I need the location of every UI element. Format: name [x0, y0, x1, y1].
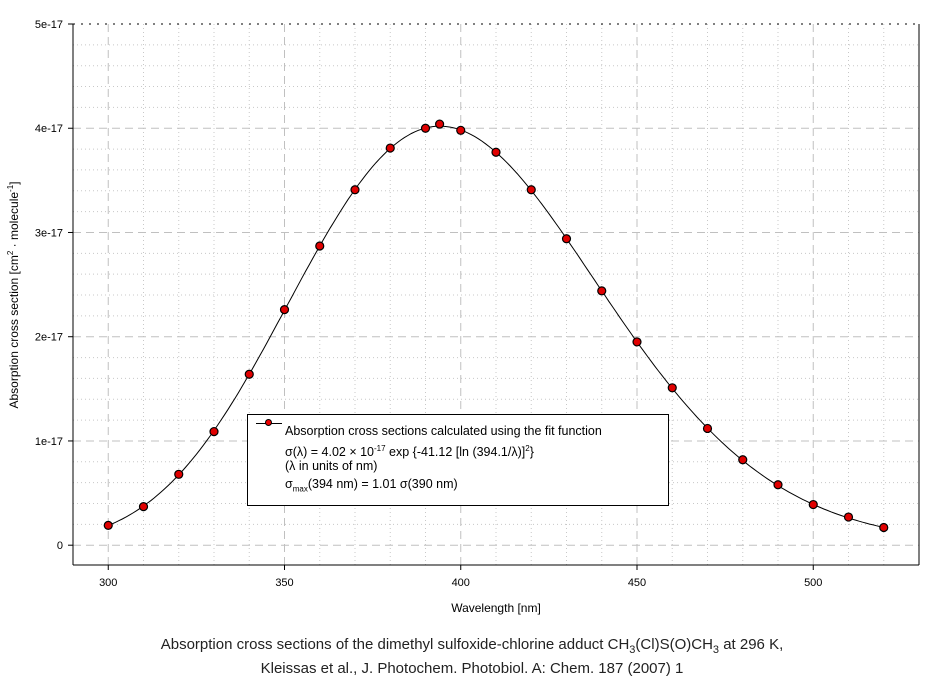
caption-line-1: Absorption cross sections of the dimethy…	[160, 636, 784, 656]
data-point	[315, 241, 325, 251]
data-point	[561, 234, 572, 244]
x-tick-label: 500	[804, 577, 822, 589]
legend-max-note: σmax(394 nm) = 1.01 σ(390 nm)	[285, 477, 458, 494]
data-point	[702, 423, 713, 434]
x-tick-label: 300	[99, 577, 117, 589]
legend-marker-icon	[256, 419, 282, 426]
y-axis-label: Absorption cross section [cm2 · molecule…	[6, 181, 21, 408]
legend-formula: σ(λ) = 4.02 × 10-17 exp {-41.12 [ln (394…	[285, 444, 534, 460]
data-point	[879, 522, 889, 533]
data-point	[209, 426, 219, 437]
y-tick-label: 1e-17	[35, 436, 63, 448]
x-tick-label: 450	[628, 577, 646, 589]
data-point	[773, 480, 783, 490]
caption-line-2: Kleissas et al., J. Photochem. Photobiol…	[260, 660, 684, 677]
data-point	[435, 119, 445, 129]
data-point	[350, 185, 360, 195]
data-point	[244, 369, 254, 379]
data-point	[279, 305, 290, 315]
data-point	[385, 143, 395, 153]
data-point	[174, 469, 184, 479]
data-point	[632, 337, 642, 347]
legend: Absorption cross sections calculated usi…	[247, 414, 669, 506]
data-point	[138, 502, 149, 512]
x-tick-label: 400	[452, 577, 470, 589]
y-tick-label: 4e-17	[35, 123, 63, 135]
data-point	[456, 125, 466, 135]
data-point	[667, 383, 677, 393]
y-tick-label: 2e-17	[35, 332, 63, 344]
data-point	[597, 286, 607, 296]
legend-units-note: (λ in units of nm)	[285, 459, 378, 473]
x-axis-label: Wavelength [nm]	[451, 601, 541, 615]
data-point	[103, 520, 113, 530]
data-point	[526, 185, 536, 195]
data-point	[491, 147, 501, 157]
data-point	[420, 123, 431, 133]
data-point	[808, 499, 818, 510]
x-tick-label: 350	[275, 577, 293, 589]
y-tick-label: 0	[57, 540, 63, 552]
data-point	[738, 455, 748, 465]
data-point	[843, 512, 854, 522]
legend-label: Absorption cross sections calculated usi…	[285, 424, 602, 438]
y-tick-label: 5e-17	[35, 19, 63, 31]
y-tick-label: 3e-17	[35, 227, 63, 239]
